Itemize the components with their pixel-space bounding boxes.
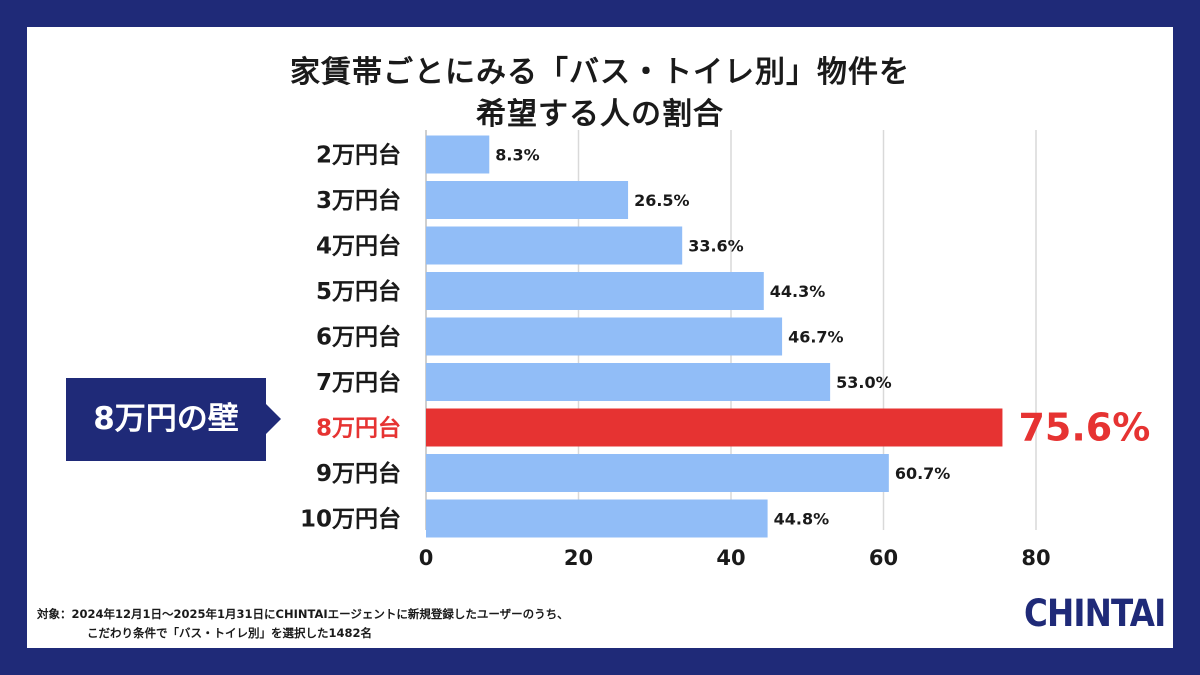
x-tick-label: 60 xyxy=(869,546,898,570)
x-tick-label: 40 xyxy=(716,546,745,570)
footnote-line-1: 対象：2024年12月1日〜2025年1月31日にCHINTAIエージェントに新… xyxy=(37,607,569,621)
value-label: 60.7% xyxy=(895,464,951,483)
bar-highlight xyxy=(426,408,1003,447)
labels: 0 20 40 60 80 2万円台 8.3% 3万円台 26.5% 4万円台 33.6% 5万円台 4… xyxy=(300,142,1150,571)
bar xyxy=(426,363,831,401)
bar xyxy=(426,454,889,492)
chart-frame: 家賃帯ごとにみる「バス・トイレ別」物件を 希望する人の割合 0 20 40 60 80 2… xyxy=(27,27,1173,648)
callout-arrow-icon xyxy=(265,403,281,435)
category-label: 5万円台 xyxy=(316,278,401,305)
value-label: 44.8% xyxy=(774,510,830,529)
category-label: 2万円台 xyxy=(316,142,401,169)
bar xyxy=(426,181,629,219)
value-label: 46.7% xyxy=(788,328,844,347)
value-label: 44.3% xyxy=(770,282,826,301)
callout-box xyxy=(66,378,266,461)
bars xyxy=(426,135,1003,538)
category-label: 8万円台 xyxy=(316,415,401,442)
x-tick-label: 80 xyxy=(1021,546,1050,570)
bar xyxy=(426,135,490,174)
bar xyxy=(426,317,783,356)
value-label-highlight: 75.6% xyxy=(1018,406,1150,450)
chintai-logo: CHINTAI xyxy=(1024,592,1166,635)
bar xyxy=(426,499,768,538)
category-label: 10万円台 xyxy=(300,506,401,533)
bar-chart: 0 20 40 60 80 2万円台 8.3% 3万円台 26.5% 4万円台 33.6% 5万円台 4… xyxy=(300,130,1150,571)
footnote: 対象：2024年12月1日〜2025年1月31日にCHINTAIエージェントに新… xyxy=(37,605,569,643)
category-label: 4万円台 xyxy=(316,233,401,260)
category-label: 3万円台 xyxy=(316,187,401,214)
category-label: 6万円台 xyxy=(316,324,401,351)
value-label: 53.0% xyxy=(836,373,892,392)
x-tick-label: 0 xyxy=(419,546,434,570)
chart-title-line-1: 家賃帯ごとにみる「バス・トイレ別」物件を xyxy=(290,55,910,90)
bar xyxy=(426,272,764,310)
category-label: 7万円台 xyxy=(316,369,401,396)
wall-callout: 8万円の壁 xyxy=(66,378,281,461)
category-label: 9万円台 xyxy=(316,460,401,487)
value-label: 33.6% xyxy=(688,237,744,256)
bar xyxy=(426,226,683,265)
callout-text: 8万円の壁 xyxy=(93,401,239,437)
value-label: 26.5% xyxy=(634,191,690,210)
x-tick-label: 20 xyxy=(564,546,593,570)
value-label: 8.3% xyxy=(495,146,539,165)
chart-title-line-2: 希望する人の割合 xyxy=(476,97,724,132)
footnote-line-2: こだわり条件で「バス・トイレ別」を選択した1482名 xyxy=(87,626,373,640)
